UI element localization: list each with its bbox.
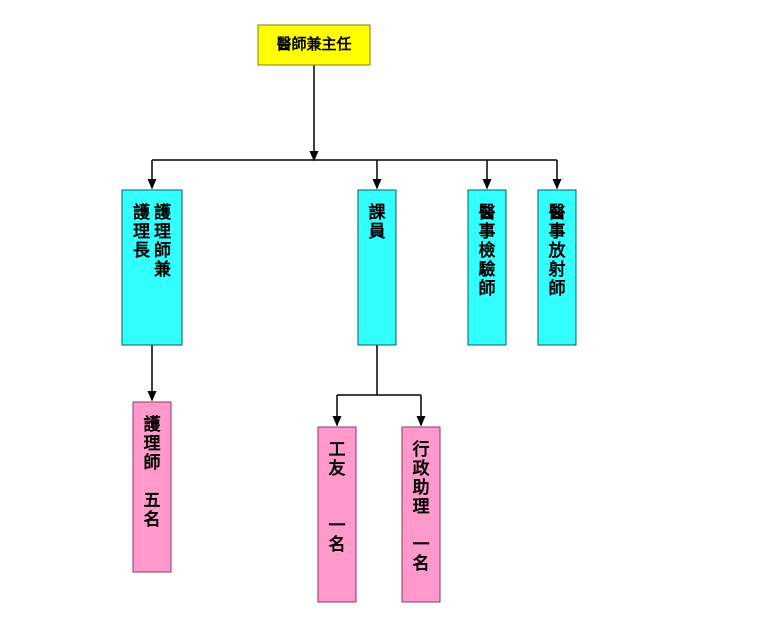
node-char: 兼	[154, 259, 171, 279]
node-char: 工	[329, 440, 346, 459]
node-char: 名	[329, 534, 346, 554]
node-admin1: 行政助理 一名	[402, 427, 440, 602]
node-char	[413, 516, 430, 535]
node-char: 理	[154, 222, 171, 241]
node-char: 師	[154, 240, 171, 260]
node-char: 理	[133, 222, 150, 241]
node-worker1: 工友 一名	[318, 427, 356, 602]
node-char: 放	[548, 240, 567, 260]
node-label: 醫師兼主任	[276, 35, 351, 53]
node-char: 射	[548, 259, 566, 279]
node-char: 一	[413, 535, 430, 554]
node-char: 驗	[479, 259, 496, 279]
org-chart-svg: 醫師兼主任護理師兼護理長課員醫事檢驗師醫事放射師護理師 五名工友 一名行政助理 …	[0, 0, 760, 622]
node-char	[144, 472, 161, 491]
node-char: 行	[412, 439, 430, 459]
node-char: 事	[479, 222, 496, 241]
node-char: 長	[133, 241, 151, 260]
node-char: 醫	[479, 203, 496, 222]
node-char: 友	[329, 458, 346, 478]
node-char: 師	[479, 278, 496, 298]
node-char: 理	[413, 497, 430, 516]
node-char	[329, 497, 346, 516]
node-char: 名	[144, 509, 161, 529]
node-root: 醫師兼主任	[258, 25, 370, 65]
node-char: 理	[144, 434, 161, 453]
node-kayuan: 課員	[358, 190, 396, 345]
node-char: 醫	[549, 203, 566, 222]
node-char: 課	[369, 202, 387, 222]
node-char: 護	[154, 202, 172, 222]
node-nurse_lead: 護理師兼 護理長	[122, 190, 182, 345]
node-char: 護	[144, 414, 162, 434]
node-char: 員	[368, 222, 386, 241]
node-nurse5: 護理師 五名	[133, 402, 171, 572]
node-med_test: 醫事檢驗師	[468, 190, 506, 345]
node-char: 檢	[479, 240, 496, 260]
node-char: 名	[413, 553, 430, 573]
node-char: 師	[549, 278, 566, 298]
node-char: 五	[144, 491, 161, 510]
node-char	[329, 478, 346, 497]
node-med_rad: 醫事放射師	[538, 190, 576, 345]
node-char: 一	[329, 516, 346, 535]
node-char: 事	[549, 222, 566, 241]
node-char: 護	[133, 202, 151, 222]
node-char: 政	[413, 458, 431, 478]
node-char: 師	[144, 452, 161, 472]
node-char: 助	[413, 477, 430, 497]
